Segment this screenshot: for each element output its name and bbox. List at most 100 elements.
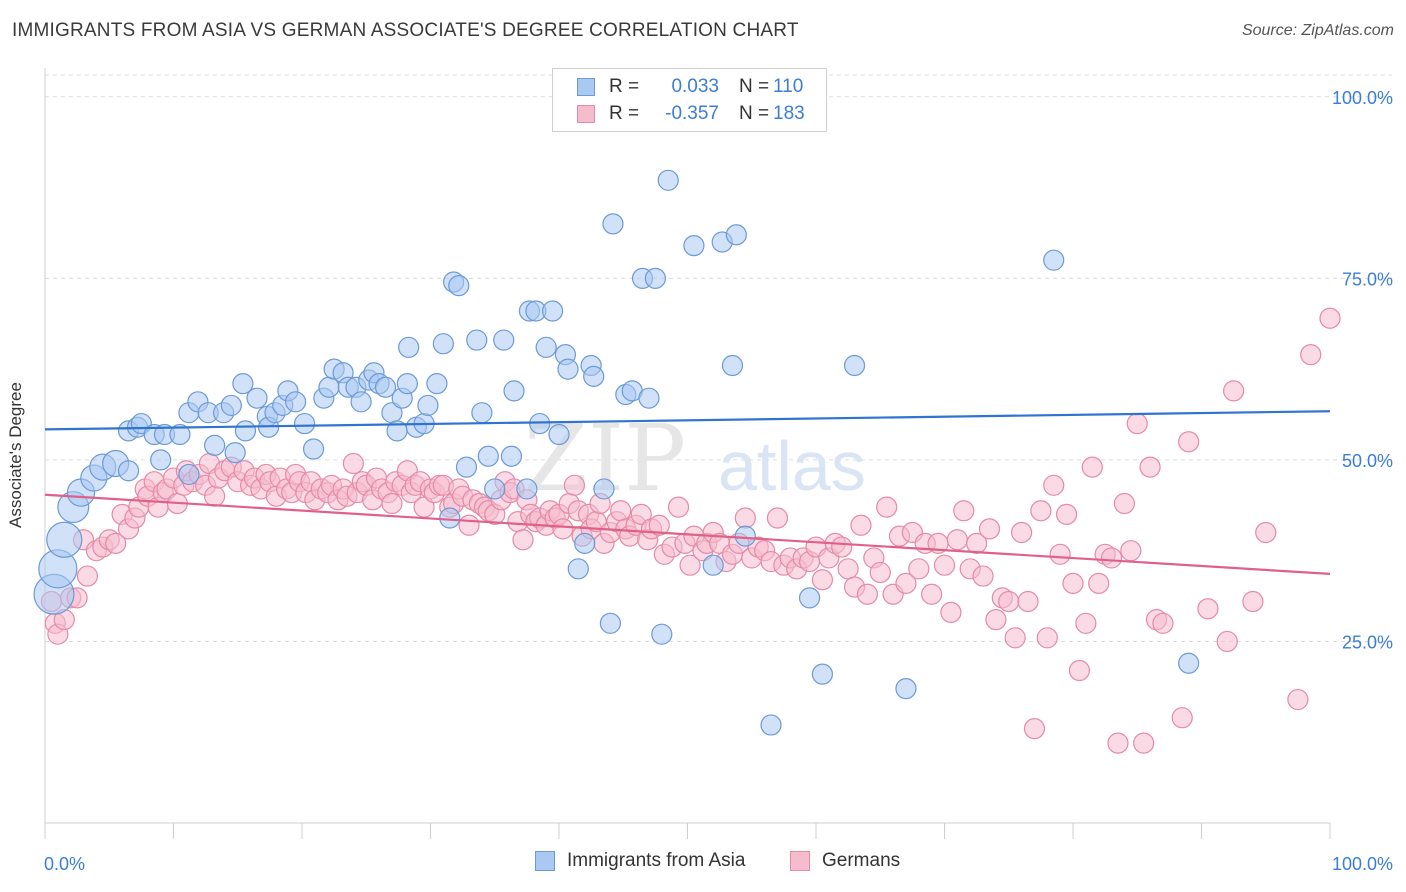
germans-point [1126,412,1148,435]
germans-point [1055,503,1078,525]
x-tick-label: 0.0% [44,854,85,874]
asia-point [234,420,257,442]
germans-point [648,514,670,536]
asia-point [593,478,615,500]
germans-point [458,514,480,536]
germans-point [76,565,99,587]
germans-point [1223,380,1245,402]
germans-point [204,485,226,507]
axes [44,68,1331,839]
legend-swatch-germans [790,851,810,871]
asia-point [548,423,570,446]
germans-point [1197,598,1219,620]
germans-point [895,572,917,594]
germans-point [610,500,632,522]
legend-r-value: 0.033 [671,76,719,97]
asia-point [374,376,397,398]
germans-point [946,529,968,551]
x-tick-label: 100.0% [1332,854,1393,874]
germans-point [1300,343,1322,366]
germans-point [1133,732,1155,754]
asia-point [439,507,461,529]
germans-point [552,518,574,540]
germans-point [1081,456,1103,478]
legend-n-label: N = [739,76,770,97]
germans-point [921,583,943,605]
germans-point [966,532,988,555]
asia-point [484,478,506,500]
germans-point [679,554,701,576]
germans-point [1075,612,1097,634]
y-tick-label: 50.0% [1342,451,1393,471]
germans-point [563,474,586,496]
asia-point [503,380,525,402]
asia-point [224,442,246,464]
germans-point [1152,612,1174,634]
germans-point [1017,590,1039,613]
asia-point [535,336,557,358]
germans-point [1043,474,1065,496]
germans-point [837,558,859,580]
germans-point [1178,431,1200,453]
germans-point [1010,521,1033,544]
asia-point [477,445,499,467]
asia-point [432,333,454,355]
germans-point [105,532,127,555]
asia-point [471,402,493,424]
asia-point [599,612,622,634]
asia-point [541,300,564,322]
germans-point [985,609,1007,631]
germans-point [978,518,1001,540]
germans-point [1319,307,1341,329]
germans-point [1100,547,1123,569]
legend-row-germans: R = -0.357 N = 183 [577,102,805,126]
germans-point [1171,707,1193,729]
asia-point [516,478,538,500]
germans-point [1287,688,1309,711]
asia-point [426,373,448,395]
germans-point [869,561,891,584]
chart-title: IMMIGRANTS FROM ASIA VS GERMAN ASSOCIATE… [12,20,799,41]
series-legend: Immigrants from Asia Germans [0,850,1406,878]
germans-point [876,496,898,518]
legend-n-value: 110 [773,76,804,97]
asia-point [493,329,515,351]
asia-point [657,169,679,191]
asia-point [798,587,821,609]
tick-labels: 25.0% 50.0% 75.0% 100.0% 0.0% 100.0% [44,88,1393,874]
asia-point [734,525,756,547]
germans-point [998,590,1020,613]
chart-source: Source: ZipAtlas.com [1241,22,1394,39]
legend-row-asia: R = 0.033 N = 110 [577,75,803,99]
asia-point [178,463,200,486]
asia-point [455,456,478,478]
germans-point [1107,732,1129,754]
germans-point [953,500,975,522]
asia-point [760,714,782,736]
asia-point [583,365,605,387]
asia-points [33,169,1200,736]
asia-point [895,678,917,700]
asia-point [1043,249,1065,271]
legend-n-label: N = [739,103,770,124]
asia-point [843,354,866,377]
germans-point [933,554,956,576]
legend-r-label: R = [609,76,640,97]
asia-point [396,373,418,395]
germans-point [1049,543,1071,565]
asia-point [651,623,673,645]
germans-point [342,452,364,475]
asia-point [725,224,747,246]
germans-point [1004,627,1026,649]
asia-point [169,423,191,446]
germans-point [1255,521,1277,544]
asia-point [466,329,488,351]
asia-point [811,663,834,685]
stats-legend: R = 0.033 N = 110 R = -0.357 N = 183 [552,68,827,132]
legend-item-germans: Germans [790,850,900,872]
asia-point [500,445,523,467]
asia-point [574,532,596,555]
asia-point [293,412,316,435]
asia-point [204,434,226,456]
germans-point [734,507,756,529]
